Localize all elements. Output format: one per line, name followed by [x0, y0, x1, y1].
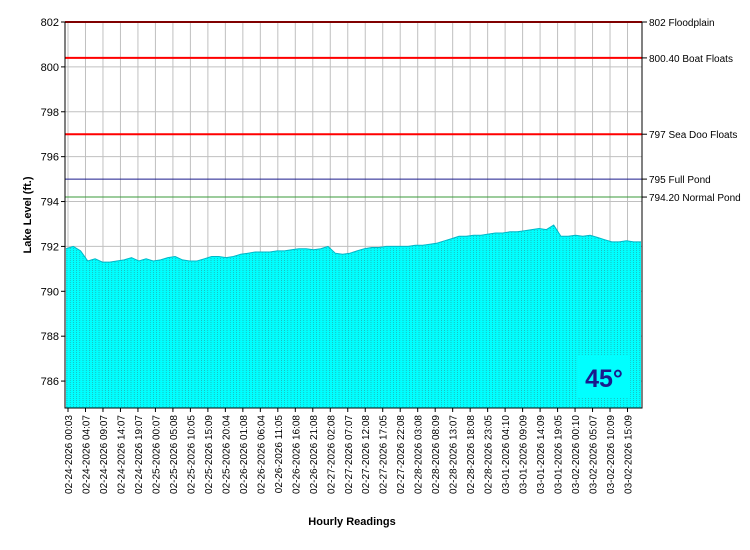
x-tick-label: 02-25-2026 20:04	[221, 415, 232, 494]
x-tick-label: 02-24-2026 09:07	[99, 415, 110, 494]
reference-label: 797 Sea Doo Floats	[649, 130, 737, 141]
x-tick-label: 02-28-2026 03:08	[414, 415, 425, 494]
x-tick-label: 02-27-2026 22:08	[396, 415, 407, 494]
temperature-value: 45°	[585, 365, 623, 393]
x-tick-label: 03-02-2026 00:10	[571, 415, 582, 494]
x-tick-label: 03-01-2026 19:05	[554, 415, 565, 494]
plot-border	[64, 21, 643, 409]
x-tick-label: 02-28-2026 13:07	[449, 415, 460, 494]
x-tick-label: 02-27-2026 02:08	[326, 415, 337, 494]
reference-lines	[65, 21, 642, 198]
x-tick-label: 03-02-2026 10:09	[606, 415, 617, 494]
x-tick-label: 02-24-2026 00:03	[64, 415, 75, 494]
reference-label: 802 Floodplain	[649, 18, 715, 29]
y-axis-title: Lake Level (ft.)	[22, 176, 34, 253]
y-tick-label: 796	[41, 152, 59, 164]
x-tick-label: 02-25-2026 00:07	[151, 415, 162, 494]
x-tick-label: 03-02-2026 05:07	[589, 415, 600, 494]
reference-label: 800.40 Boat Floats	[649, 54, 733, 65]
x-tick-label: 02-28-2026 18:08	[466, 415, 477, 494]
temperature-badge: 45°	[578, 355, 630, 398]
x-tick-label: 02-24-2026 04:07	[82, 415, 93, 494]
y-tick-label: 788	[41, 331, 59, 343]
reference-label: 794.20 Normal Pond	[649, 193, 741, 204]
y-tick-label: 786	[41, 376, 59, 388]
lake-level-line	[65, 224, 641, 263]
x-tick-label: 02-25-2026 10:05	[186, 415, 197, 494]
x-tick-label: 02-26-2026 06:04	[256, 415, 267, 494]
x-tick-label: 02-25-2026 05:08	[169, 415, 180, 494]
y-tick-label: 800	[41, 62, 59, 74]
x-tick-label: 02-27-2026 17:05	[379, 415, 390, 494]
y-tick-label: 794	[41, 197, 59, 209]
x-tick-label: 03-01-2026 04:10	[501, 415, 512, 494]
temperature-badge-background	[578, 355, 630, 398]
lake-level-area	[66, 225, 641, 408]
y-tick-label: 790	[41, 286, 59, 298]
x-tick-label: 02-26-2026 11:05	[274, 415, 285, 494]
right-axis: 802 Floodplain 800.40 Boat Floats 797 Sea …	[642, 18, 741, 204]
y-tick-label: 792	[41, 241, 59, 253]
y-tick-label: 802	[41, 17, 59, 29]
x-tick-label: 02-26-2026 16:08	[291, 415, 302, 494]
series-area	[65, 224, 641, 408]
x-tick-label: 02-24-2026 14:07	[117, 415, 128, 494]
x-axis-title: Hourly Readings	[308, 516, 395, 528]
x-tick-label: 02-26-2026 01:08	[239, 415, 250, 494]
x-tick-label: 03-02-2026 15:09	[624, 415, 635, 494]
x-tick-label: 02-24-2026 19:07	[134, 415, 145, 494]
x-tick-label: 02-28-2026 08:09	[431, 415, 442, 494]
x-tick-label: 02-27-2026 07:07	[344, 415, 355, 494]
reference-label: 795 Full Pond	[649, 175, 711, 186]
x-tick-label: 03-01-2026 09:09	[519, 415, 530, 494]
x-tick-label: 02-27-2026 12:08	[361, 415, 372, 494]
x-tick-label: 02-28-2026 23:05	[484, 415, 495, 494]
y-tick-label: 798	[41, 107, 59, 119]
x-tick-label: 02-25-2026 15:09	[204, 415, 215, 494]
x-tick-label: 02-26-2026 21:08	[309, 415, 320, 494]
x-tick-label: 03-01-2026 14:09	[536, 415, 547, 494]
y-axis: 786 788 790 792 794 796 798 800 802	[41, 17, 65, 388]
x-axis: 02-24-2026 00:03 02-24-2026 04:07 02-24-20…	[64, 408, 635, 494]
